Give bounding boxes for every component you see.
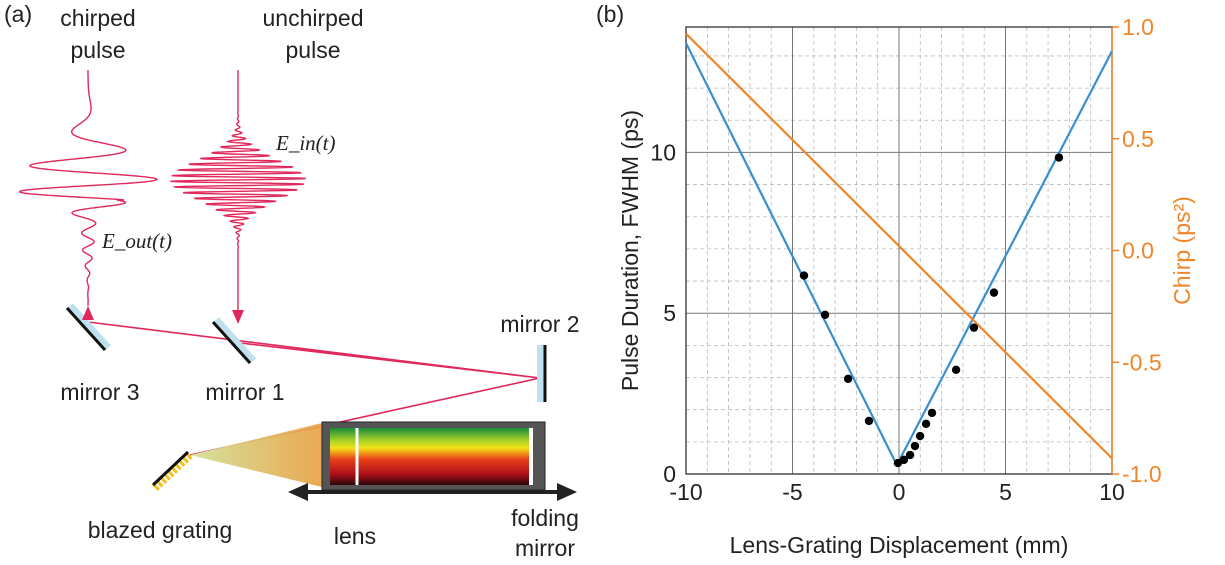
mirror [65, 306, 107, 352]
y2-tick-label: -0.5 [1122, 349, 1162, 375]
lens-label: lens [334, 523, 376, 549]
mirror-label: mirror 1 [205, 379, 284, 405]
y-tick-label: 5 [663, 300, 676, 326]
x-tick-label: 10 [1099, 479, 1125, 505]
data-point [989, 288, 999, 297]
arrow-head [557, 483, 577, 501]
grating-teeth [152, 452, 193, 491]
pulse [170, 70, 306, 318]
grating [151, 450, 190, 487]
mirror-label: mirror 3 [60, 379, 139, 405]
y-tick-label: 10 [650, 139, 676, 165]
arrow-head [288, 483, 308, 501]
y2-tick-label: 0.0 [1122, 238, 1154, 264]
y2-tick-label: 0.5 [1122, 126, 1154, 152]
data-point [927, 408, 937, 418]
field-label: E_out(t) [101, 229, 172, 253]
pulse-label: chirped [60, 5, 135, 31]
data-point [1054, 153, 1064, 162]
pulse-label: pulse [286, 37, 341, 63]
pulse-label: unchirped [262, 5, 363, 31]
y2-tick-label: -1.0 [1122, 461, 1162, 487]
data-point [864, 416, 874, 426]
panel-label: (b) [596, 1, 624, 27]
beam [87, 321, 541, 379]
mirror [213, 317, 256, 364]
mirror-label: mirror 2 [500, 311, 579, 337]
y2-tick-label: 1.0 [1122, 14, 1154, 40]
x-axis-label: Lens-Grating Displacement (mm) [730, 532, 1069, 558]
panel-label: (a) [4, 1, 32, 27]
data-point [969, 323, 979, 332]
x-tick-label: -5 [782, 479, 802, 505]
mirror [211, 320, 252, 365]
setup-diagram: (a) chirped pulse unchirped pulse E_in(t… [4, 1, 580, 561]
x-tick-label: 0 [893, 479, 906, 505]
y-tick-label: 0 [663, 461, 676, 487]
mirror [67, 303, 111, 351]
data-point [820, 310, 830, 320]
spectrum-fan [190, 423, 322, 487]
data-point [951, 365, 961, 375]
chart: (b) -10 -5 0 5 10 0 5 10 1.0 0.5 0.0 -0.5 -1.0 Lens-Gr… [596, 1, 1195, 558]
x-tick-label: -10 [669, 479, 702, 505]
mirror-label: folding [511, 505, 579, 531]
grating-label: blazed grating [88, 517, 233, 543]
beam-arrow [82, 306, 94, 320]
data-point [843, 374, 853, 384]
data-point [905, 450, 915, 460]
x-tick-label: 5 [999, 479, 1012, 505]
pulse [18, 70, 158, 306]
y2-axis-label: Chirp (ps²) [1169, 196, 1195, 305]
data-point [915, 431, 925, 441]
spectrum [330, 428, 533, 485]
data-point [910, 441, 920, 451]
data-point [899, 455, 909, 465]
pulse-label: pulse [71, 37, 126, 63]
y-axis-label: Pulse Duration, FWHM (ps) [617, 110, 643, 391]
mirror-label: mirror [515, 535, 575, 561]
data-point [799, 271, 809, 280]
data-point [921, 419, 931, 429]
field-label: E_in(t) [275, 131, 335, 155]
fit-line [685, 32, 1113, 460]
